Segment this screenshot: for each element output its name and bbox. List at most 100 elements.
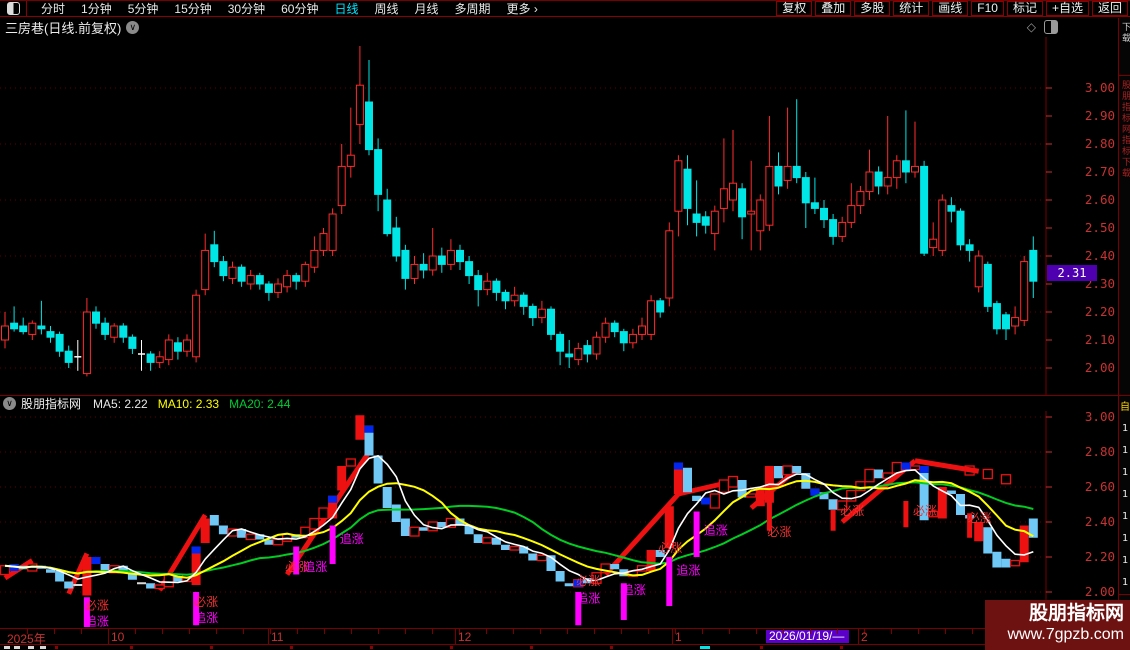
toolbar-button-叠加[interactable]: 叠加	[815, 1, 852, 16]
side-strip-digits: 1 1 1 1 1 1 1 1	[1122, 423, 1129, 588]
minor-date-tick	[837, 629, 838, 634]
svg-text:2.80: 2.80	[1085, 444, 1115, 459]
side-strip-accent: 自	[1120, 402, 1130, 413]
minor-date-tick	[162, 629, 163, 634]
main-gridlines	[0, 87, 1046, 369]
period-tab-1分钟[interactable]: 1分钟	[81, 2, 112, 16]
minor-date-tick	[729, 629, 730, 634]
svg-text:2.60: 2.60	[1085, 192, 1115, 207]
period-tab-月线[interactable]: 月线	[414, 2, 439, 16]
toolbar-button-统计[interactable]: 统计	[893, 1, 930, 16]
toolbar-button-标记[interactable]: 标记	[1006, 1, 1043, 16]
date-label-11: 11	[271, 630, 284, 644]
blue-top-marks	[9, 425, 929, 587]
ma20-line	[4, 481, 1034, 576]
indicator-chart[interactable]: 3.002.802.602.402.202.00必涨追涨必涨追涨必涨追涨追涨必涨…	[0, 411, 1130, 629]
minor-date-tick	[675, 629, 676, 634]
chevron-down-icon[interactable]: ∨	[3, 397, 16, 410]
strip-divider	[1119, 75, 1130, 76]
svg-text:2.20: 2.20	[1085, 304, 1115, 319]
clipped-tick-fragment	[55, 646, 58, 649]
panel-toggle-icon[interactable]	[1044, 20, 1058, 34]
month-tick	[455, 629, 456, 644]
minor-date-tick	[486, 629, 487, 634]
signal-bars	[83, 501, 973, 627]
svg-text:追涨: 追涨	[303, 559, 327, 574]
indicator-axis-labels: 3.00 2.80 2.60 2.40 2.20 2.00	[1046, 411, 1115, 599]
svg-text:追涨: 追涨	[194, 610, 218, 625]
minor-date-tick	[297, 629, 298, 634]
toolbar-button-F10[interactable]: F10	[971, 1, 1004, 16]
svg-text:2.60: 2.60	[1085, 479, 1115, 494]
minor-date-tick	[270, 629, 271, 634]
toolbar-button-返回[interactable]: 返回	[1091, 1, 1128, 16]
minor-date-tick	[54, 629, 55, 634]
clipped-text-fragment	[28, 646, 34, 649]
svg-text:追涨: 追涨	[340, 531, 364, 546]
watermark-site-name: 股朋指标网	[1028, 603, 1124, 624]
side-strip[interactable]: 下载 股朋指标网指标下载 自 1 1 1 1 1 1 1 1	[1118, 18, 1130, 600]
month-tick	[268, 629, 269, 644]
clipped-tick-fragment	[840, 646, 843, 649]
minor-date-tick	[945, 629, 946, 634]
clipped-tick-fragment	[130, 646, 133, 649]
diamond-icon[interactable]: ◇	[1026, 20, 1036, 34]
minor-date-tick	[378, 629, 379, 634]
minor-date-tick	[513, 629, 514, 634]
period-tab-30分钟[interactable]: 30分钟	[227, 2, 266, 16]
period-tab-60分钟[interactable]: 60分钟	[281, 2, 319, 16]
watermark-url: www.7gpzb.com	[1007, 626, 1125, 643]
toolbar-actions: 复权 叠加 多股 统计 画线 F10 标记 +自选 返回	[773, 1, 1130, 16]
period-tab-15分钟[interactable]: 15分钟	[174, 2, 212, 16]
price-axis-labels: 3.002.902.802.702.602.502.402.302.202.10…	[1085, 80, 1115, 375]
svg-text:2.70: 2.70	[1085, 164, 1115, 179]
chart-titlebar: 三房巷(日线.前复权) ∨ ◇	[0, 18, 1130, 36]
svg-text:追涨: 追涨	[704, 522, 728, 537]
svg-text:必涨: 必涨	[767, 524, 791, 539]
period-tab-周线[interactable]: 周线	[374, 2, 399, 16]
clipped-tick-fragment	[290, 646, 293, 649]
main-candlestick-chart[interactable]: 3.002.902.802.702.602.502.402.302.202.10…	[0, 37, 1130, 395]
clipped-tick-fragment	[210, 646, 213, 649]
indicator-name[interactable]: 股朋指标网	[21, 397, 82, 411]
clipped-tick-fragment	[760, 646, 763, 649]
toolbar-button-复权[interactable]: 复权	[776, 1, 813, 16]
date-label-2025年: 2025年	[7, 632, 46, 646]
indicator-header: ∨ 股朋指标网 MA5: 2.22 MA10: 2.33 MA20: 2.44	[0, 396, 1130, 411]
candles-layer	[1, 46, 1038, 377]
month-tick	[108, 629, 109, 644]
toolbar-button-多股[interactable]: 多股	[854, 1, 891, 16]
window-panel-icon[interactable]	[7, 2, 20, 15]
date-axis[interactable]: 2026/01/19/— 2025年 10 11 12 1 2	[0, 629, 1130, 646]
clipped-text-fragment	[40, 646, 46, 649]
period-tab-日线[interactable]: 日线	[334, 2, 359, 16]
minor-date-tick	[864, 629, 865, 634]
minor-date-tick	[918, 629, 919, 634]
period-tab-分时[interactable]: 分时	[41, 2, 66, 16]
svg-text:追涨: 追涨	[576, 591, 600, 606]
clipped-text-fragment	[14, 646, 20, 649]
minor-date-tick	[432, 629, 433, 634]
minor-date-tick	[594, 629, 595, 634]
ma20-value: MA20: 2.44	[229, 396, 291, 411]
clipped-tick-fragment	[530, 646, 533, 649]
toolbar-button-+自选[interactable]: +自选	[1045, 1, 1089, 16]
period-tab-多周期[interactable]: 多周期	[454, 2, 491, 16]
minor-date-tick	[891, 629, 892, 634]
strip-divider	[1119, 395, 1130, 396]
svg-text:2.00: 2.00	[1085, 584, 1115, 599]
pane-divider	[0, 395, 1130, 396]
clipped-tick-fragment	[450, 646, 453, 649]
date-label-12: 12	[458, 630, 472, 644]
period-toolbar: 分时 1分钟 5分钟 15分钟 30分钟 60分钟 日线 周线 月线 多周期 更多 › 复权 叠加 多股…	[0, 0, 1130, 17]
toolbar-button-画线[interactable]: 画线	[932, 1, 969, 16]
ma5-line	[4, 454, 1034, 584]
chevron-down-icon[interactable]: ∨	[126, 20, 140, 34]
date-label-10: 10	[111, 630, 125, 644]
minor-date-tick	[351, 629, 352, 634]
period-tab-更多 ›[interactable]: 更多 ›	[506, 2, 538, 16]
indicator-gridlines	[0, 416, 1046, 593]
stock-title: 三房巷(日线.前复权)	[5, 20, 122, 36]
period-tab-5分钟[interactable]: 5分钟	[127, 2, 159, 16]
